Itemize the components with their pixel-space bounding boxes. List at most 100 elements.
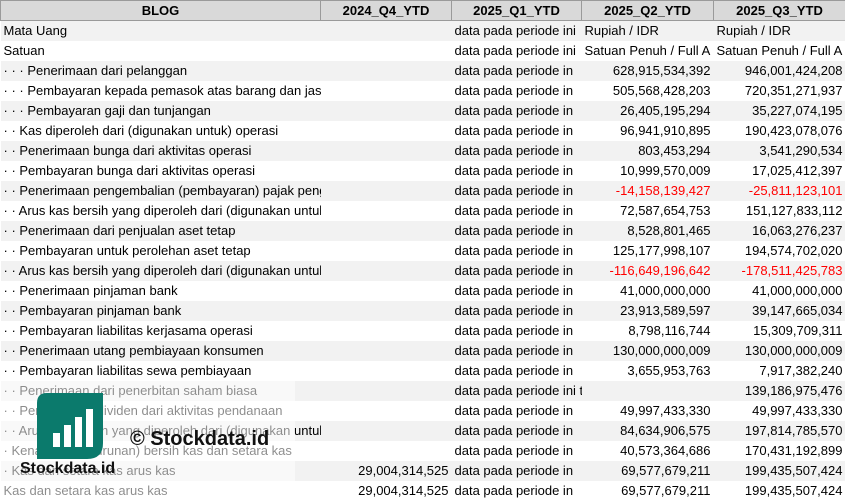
table-cell[interactable] [320, 320, 452, 341]
table-cell[interactable]: 96,941,910,895 [581, 120, 714, 141]
table-cell[interactable] [320, 80, 452, 101]
table-cell[interactable] [320, 260, 452, 281]
table-cell[interactable]: data pada periode in [451, 340, 582, 361]
table-cell[interactable] [320, 360, 452, 381]
table-cell[interactable]: Satuan Penuh / Full A [713, 40, 845, 61]
table-cell[interactable]: data pada periode in [451, 300, 582, 321]
table-cell[interactable]: 125,177,998,107 [581, 240, 714, 261]
table-cell[interactable]: 29,004,314,525 [320, 460, 452, 481]
table-cell[interactable]: data pada periode in [451, 200, 582, 221]
table-cell[interactable]: 130,000,000,009 [713, 340, 845, 361]
row-label[interactable]: · · Penerimaan bunga dari aktivitas oper… [0, 140, 321, 161]
table-cell[interactable]: 41,000,000,000 [713, 280, 845, 301]
row-label[interactable]: · · Penerimaan pengembalian (pembayaran)… [0, 180, 321, 201]
table-cell[interactable]: Rupiah / IDR [581, 20, 714, 41]
row-label[interactable]: · · · Penerimaan dari pelanggan [0, 60, 321, 81]
table-cell[interactable]: data pada periode ini [451, 40, 582, 61]
table-cell[interactable]: data pada periode in [451, 140, 582, 161]
table-cell[interactable]: 139,186,975,476 [713, 380, 845, 401]
table-cell[interactable] [320, 280, 452, 301]
column-header[interactable]: 2024_Q4_YTD [320, 0, 452, 21]
table-cell[interactable]: 29,004,314,525 [320, 480, 452, 501]
table-cell[interactable]: 69,577,679,211 [581, 460, 714, 481]
table-cell[interactable]: data pada periode in [451, 180, 582, 201]
table-cell[interactable]: 3,655,953,763 [581, 360, 714, 381]
table-cell[interactable]: 7,917,382,240 [713, 360, 845, 381]
table-cell[interactable]: Satuan Penuh / Full A [581, 40, 714, 61]
table-cell[interactable]: data pada periode in [451, 480, 582, 501]
row-label[interactable]: · · Penerimaan pinjaman bank [0, 280, 321, 301]
table-cell[interactable]: 170,431,192,899 [713, 440, 845, 461]
table-cell[interactable] [320, 40, 452, 61]
table-cell[interactable] [320, 400, 452, 421]
row-label[interactable]: · · Pembayaran liabilitas sewa pembiayaa… [0, 360, 321, 381]
row-label[interactable]: · · Penerimaan dari penjualan aset tetap [0, 220, 321, 241]
table-cell[interactable]: -14,158,139,427 [581, 180, 714, 201]
table-cell[interactable]: data pada periode in [451, 220, 582, 241]
row-label[interactable]: · · Arus kas bersih yang diperoleh dari … [0, 260, 321, 281]
table-cell[interactable] [320, 300, 452, 321]
table-cell[interactable]: 17,025,412,397 [713, 160, 845, 181]
table-cell[interactable]: data pada periode in [451, 320, 582, 341]
table-cell[interactable]: data pada periode in [451, 80, 582, 101]
table-cell[interactable]: 8,528,801,465 [581, 220, 714, 241]
table-cell[interactable] [320, 440, 452, 461]
table-cell[interactable]: data pada periode in [451, 280, 582, 301]
table-cell[interactable]: Rupiah / IDR [713, 20, 845, 41]
table-cell[interactable]: data pada periode in [451, 240, 582, 261]
table-cell[interactable]: 190,423,078,076 [713, 120, 845, 141]
table-cell[interactable] [320, 60, 452, 81]
table-cell[interactable]: data pada periode ini tidak tersedia [451, 380, 582, 401]
table-cell[interactable]: 16,063,276,237 [713, 220, 845, 241]
table-cell[interactable] [320, 160, 452, 181]
row-label[interactable]: Mata Uang [0, 20, 321, 41]
row-label[interactable]: · · Penerimaan utang pembiayaan konsumen [0, 340, 321, 361]
table-cell[interactable]: data pada periode in [451, 400, 582, 421]
table-cell[interactable]: 23,913,589,597 [581, 300, 714, 321]
table-cell[interactable] [320, 340, 452, 361]
table-cell[interactable] [320, 200, 452, 221]
table-cell[interactable]: 49,997,433,330 [581, 400, 714, 421]
table-cell[interactable]: 35,227,074,195 [713, 100, 845, 121]
row-label[interactable]: Satuan [0, 40, 321, 61]
table-cell[interactable] [320, 420, 452, 441]
table-cell[interactable]: data pada periode in [451, 440, 582, 461]
table-cell[interactable]: 39,147,665,034 [713, 300, 845, 321]
table-cell[interactable]: data pada periode in [451, 60, 582, 81]
row-label[interactable]: · · Pembayaran liabilitas kerjasama oper… [0, 320, 321, 341]
table-cell[interactable]: 720,351,271,937 [713, 80, 845, 101]
row-label[interactable]: · · Kas diperoleh dari (digunakan untuk)… [0, 120, 321, 141]
table-cell[interactable] [320, 140, 452, 161]
table-cell[interactable]: 946,001,424,208 [713, 60, 845, 81]
table-cell[interactable]: 40,573,364,686 [581, 440, 714, 461]
table-cell[interactable] [320, 100, 452, 121]
table-cell[interactable]: 72,587,654,753 [581, 200, 714, 221]
table-cell[interactable]: 26,405,195,294 [581, 100, 714, 121]
table-cell[interactable]: 194,574,702,020 [713, 240, 845, 261]
row-label[interactable]: · · Pembayaran bunga dari aktivitas oper… [0, 160, 321, 181]
column-header[interactable]: 2025_Q2_YTD [581, 0, 714, 21]
table-cell[interactable]: 505,568,428,203 [581, 80, 714, 101]
table-cell[interactable]: -25,811,123,101 [713, 180, 845, 201]
table-cell[interactable]: 803,453,294 [581, 140, 714, 161]
table-cell[interactable]: 84,634,906,575 [581, 420, 714, 441]
table-cell[interactable]: 151,127,833,112 [713, 200, 845, 221]
table-cell[interactable] [320, 380, 452, 401]
table-cell[interactable]: 130,000,000,009 [581, 340, 714, 361]
table-cell[interactable] [581, 380, 714, 401]
table-cell[interactable]: 10,999,570,009 [581, 160, 714, 181]
column-header[interactable]: BLOG [0, 0, 321, 21]
table-cell[interactable]: data pada periode ini [451, 20, 582, 41]
row-label[interactable]: · · · Pembayaran gaji dan tunjangan [0, 100, 321, 121]
row-label[interactable]: · · Pembayaran pinjaman bank [0, 300, 321, 321]
table-cell[interactable] [320, 220, 452, 241]
table-cell[interactable]: data pada periode in [451, 460, 582, 481]
table-cell[interactable]: data pada periode in [451, 360, 582, 381]
table-cell[interactable] [320, 120, 452, 141]
table-cell[interactable]: 15,309,709,311 [713, 320, 845, 341]
table-cell[interactable]: data pada periode in [451, 160, 582, 181]
row-label[interactable]: · · Pembayaran untuk perolehan aset teta… [0, 240, 321, 261]
table-cell[interactable]: 69,577,679,211 [581, 480, 714, 501]
table-cell[interactable]: 197,814,785,570 [713, 420, 845, 441]
table-cell[interactable]: 49,997,433,330 [713, 400, 845, 421]
